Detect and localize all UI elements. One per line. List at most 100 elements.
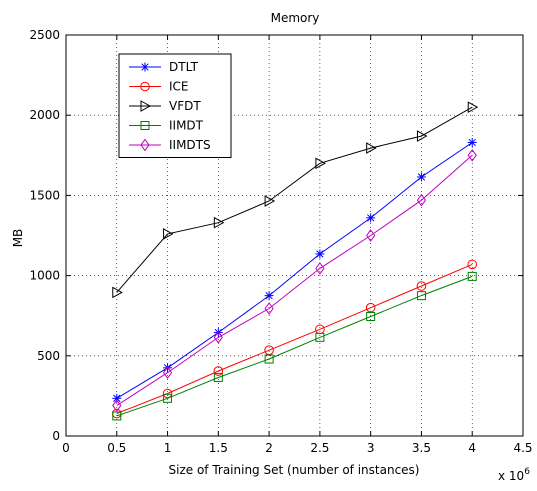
- x-tick-label: 2: [265, 441, 273, 455]
- plot-frame: [65, 34, 524, 437]
- data-point-iimdt-shape: [163, 393, 173, 403]
- x-tick-label: 0.5: [107, 441, 126, 455]
- data-point-vfdt: [416, 130, 428, 142]
- data-point-iimdt-shape: [264, 354, 274, 364]
- series-line-vfdt: [116, 106, 473, 293]
- legend-marker-ice: [140, 81, 150, 92]
- data-point-vfdt-shape: [467, 101, 479, 114]
- x-tick-label: 3.5: [412, 441, 431, 455]
- data-point-dtlt: [366, 213, 376, 223]
- data-point-vfdt-shape: [315, 157, 326, 170]
- data-point-iimdts-shape: [366, 229, 376, 242]
- data-point-ice: [213, 366, 224, 376]
- x-tick-label: 3: [367, 441, 375, 455]
- data-point-dtlt-stroke: [468, 138, 476, 147]
- x-axis-label: Size of Training Set (number of instance…: [169, 463, 420, 477]
- legend-marker-iimdts-shape: [140, 138, 150, 152]
- tick-marks: [65, 34, 524, 437]
- legend-marker-iimdt: [140, 121, 150, 130]
- series-vfdt: [112, 101, 479, 299]
- data-point-dtlt: [467, 137, 477, 147]
- data-point-iimdts-shape: [213, 331, 223, 344]
- legend-label-ice: ICE: [169, 80, 189, 94]
- data-point-iimdt-shape: [366, 312, 376, 322]
- data-point-vfdt: [315, 157, 326, 170]
- data-point-ice: [365, 302, 376, 313]
- legend-marker-iimdts: [140, 138, 150, 152]
- data-point-dtlt: [264, 291, 274, 301]
- series-line-iimdts: [116, 154, 473, 406]
- legend-marker-dtlt-stroke: [141, 63, 149, 71]
- legend-item-iimdts: IIMDTS: [129, 138, 211, 152]
- data-point-vfdt-shape: [213, 216, 225, 229]
- series-group: [111, 101, 479, 421]
- x-tick-label: 4: [468, 441, 476, 455]
- data-point-vfdt: [213, 216, 225, 229]
- data-point-ice: [264, 345, 274, 355]
- data-point-iimdt: [264, 354, 274, 364]
- data-point-iimdt-shape: [213, 372, 223, 382]
- legend-marker-ice-shape: [140, 81, 150, 92]
- x-axis-multiplier: x 106: [498, 467, 530, 483]
- data-point-dtlt-stroke: [417, 173, 426, 181]
- legend-marker-dtlt: [140, 62, 150, 72]
- data-point-dtlt-stroke: [367, 214, 375, 222]
- data-point-vfdt-shape: [163, 228, 174, 240]
- data-point-vfdt: [366, 142, 377, 154]
- data-point-iimdts: [162, 366, 173, 379]
- data-point-iimdt: [112, 411, 122, 421]
- x-multiplier-exponent: 6: [524, 467, 530, 477]
- data-point-vfdt-shape: [416, 130, 428, 142]
- series-iimdt: [112, 271, 477, 421]
- x-tick-labels: 0 0.5 1 1.5 2 2.5 3 3.5 4 4.5: [62, 441, 532, 455]
- data-point-iimdts: [315, 262, 325, 275]
- data-point-dtlt-stroke: [113, 394, 121, 402]
- data-point-iimdt-shape: [416, 291, 426, 301]
- data-point-ice-shape: [264, 345, 274, 355]
- data-point-iimdt: [416, 291, 426, 301]
- data-point-dtlt-stroke: [316, 250, 324, 258]
- series-line-iimdt: [116, 275, 473, 417]
- legend-item-iimdt: IIMDT: [129, 119, 204, 133]
- legend-marker-vfdt-shape: [140, 100, 152, 112]
- y-tick-label: 1500: [29, 188, 60, 202]
- data-point-dtlt-stroke: [265, 291, 273, 300]
- legend-marker-vfdt: [140, 100, 152, 112]
- y-tick-label: 500: [37, 349, 60, 363]
- data-point-iimdt: [163, 393, 173, 403]
- data-point-iimdt-shape: [467, 271, 477, 281]
- data-point-iimdts-shape: [112, 399, 122, 412]
- legend-item-dtlt: DTLT: [129, 60, 199, 74]
- data-point-vfdt: [163, 228, 174, 240]
- data-point-vfdt-shape: [112, 286, 123, 299]
- series-line-ice: [116, 263, 473, 414]
- series-line-dtlt: [116, 142, 473, 399]
- data-point-iimdts: [264, 302, 274, 315]
- x-tick-label: 0: [62, 441, 70, 455]
- data-point-vfdt-shape: [366, 142, 377, 154]
- legend-label-dtlt: DTLT: [169, 60, 199, 74]
- y-tick-label: 1000: [29, 269, 60, 283]
- y-tick-label: 0: [52, 429, 60, 443]
- data-point-ice: [416, 281, 427, 291]
- legend-label-iimdt: IIMDT: [169, 119, 204, 133]
- series-iimdts: [112, 148, 477, 412]
- data-point-ice-shape: [416, 281, 427, 291]
- y-tick-label: 2000: [29, 108, 60, 122]
- legend-label-vfdt: VFDT: [169, 99, 201, 113]
- y-tick-labels: 0 500 1000 1500 2000 2500: [29, 28, 60, 443]
- data-point-iimdt: [213, 372, 223, 382]
- data-point-dtlt: [416, 172, 426, 182]
- data-point-iimdt: [366, 312, 376, 322]
- legend-item-vfdt: VFDT: [129, 99, 201, 113]
- data-point-iimdts-shape: [162, 366, 173, 379]
- data-point-ice-shape: [467, 259, 478, 270]
- data-point-iimdt: [315, 332, 325, 342]
- chart-title: Memory: [271, 11, 320, 25]
- legend-marker-iimdt-shape: [140, 121, 150, 130]
- data-point-iimdt-shape: [315, 332, 325, 342]
- data-point-ice-shape: [213, 366, 224, 376]
- x-tick-label: 1: [164, 441, 172, 455]
- data-point-dtlt: [112, 393, 122, 403]
